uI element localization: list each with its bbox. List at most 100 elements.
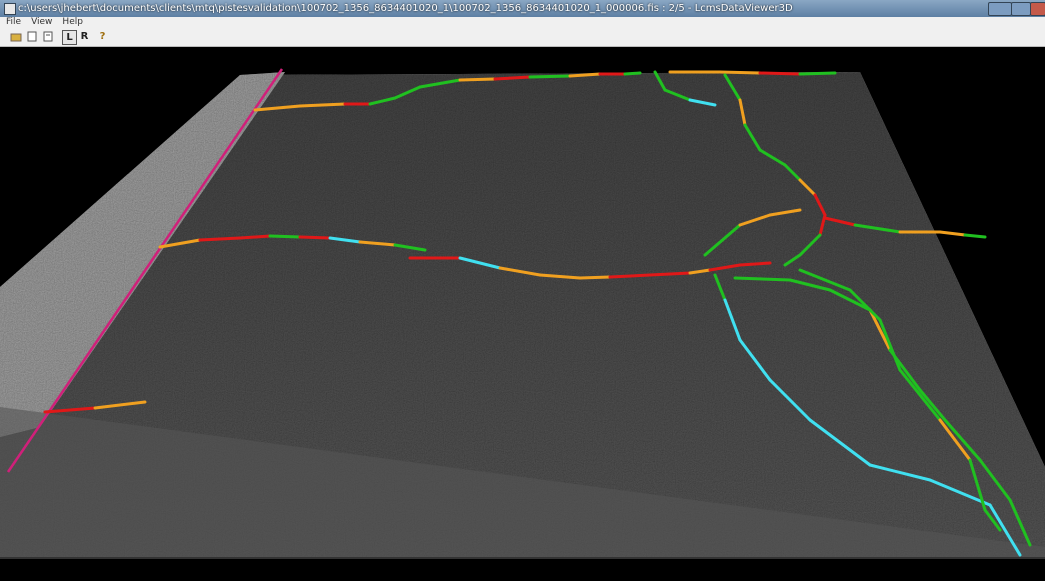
crack-segment (848, 288, 882, 322)
crack-segment (798, 71, 837, 76)
road-shoulder (0, 72, 285, 437)
crack-segment (783, 253, 802, 267)
crack-segment (608, 273, 652, 279)
crack-segment (758, 71, 802, 76)
pavement-surface (0, 72, 1045, 557)
pavement-edge (0, 407, 1045, 559)
crack-segment (648, 271, 692, 277)
crack-segment (688, 268, 712, 275)
crack-segment (653, 70, 667, 92)
crack-segment (808, 418, 872, 467)
crack-segment (788, 278, 832, 292)
crack-segment (738, 261, 772, 267)
left-button[interactable]: L (62, 30, 77, 45)
crack-segment (458, 256, 502, 270)
crack-segment (713, 273, 727, 302)
crack-segment (418, 78, 462, 89)
crack-segment (813, 193, 827, 217)
maximize-button[interactable] (1011, 2, 1031, 16)
menu-bar: File View Help (0, 17, 1045, 28)
close-button[interactable] (1030, 2, 1045, 16)
crack-segment (703, 223, 742, 257)
tool-icon (43, 31, 53, 42)
open-button[interactable] (10, 30, 23, 43)
crack-segment (198, 236, 242, 242)
menu-item[interactable]: View (31, 17, 53, 27)
crack-segment (898, 368, 942, 422)
open-icon (10, 33, 22, 42)
crack-segment (738, 98, 747, 127)
crack-segment (498, 266, 542, 277)
crack-segment (238, 234, 272, 240)
crack-segment (783, 163, 802, 182)
crack-segment (868, 308, 892, 352)
crack-segment (733, 276, 792, 282)
crack-segment (963, 233, 987, 239)
crack-segment (723, 73, 742, 102)
crack-segment (568, 72, 602, 78)
app-icon (4, 3, 16, 15)
crack-segment (853, 223, 902, 234)
crack-segment (578, 275, 612, 280)
crack-segment (1008, 498, 1032, 547)
crack-segment (798, 178, 817, 197)
crack-segment (663, 88, 692, 102)
crack-segment (758, 148, 787, 167)
crack-segment (968, 458, 987, 512)
crack-segment (328, 236, 362, 244)
crack-segment (938, 230, 967, 237)
lane-marker-line (6, 68, 284, 473)
crack-segment (93, 400, 147, 410)
crack-segment (368, 96, 397, 106)
crack-segment (723, 298, 742, 342)
crack-segment (688, 98, 717, 107)
crack-segment (493, 75, 532, 81)
window-title: c:\users\jhebert\documents\clients\mtq\p… (18, 3, 793, 14)
right-button[interactable]: R (80, 31, 89, 42)
crack-segment (823, 216, 857, 227)
crack-segment (868, 463, 932, 482)
minimize-button[interactable] (988, 2, 1012, 16)
title-bar: c:\users\jhebert\documents\clients\mtq\p… (0, 0, 1045, 17)
crack-segment (528, 74, 572, 79)
crack-segment (743, 123, 762, 152)
crack-segment (738, 213, 772, 227)
crack-segment (798, 268, 852, 292)
crack-segment (458, 77, 497, 82)
crack-segment (918, 388, 947, 422)
crack-segment (298, 102, 347, 108)
crack-segment (738, 338, 772, 382)
crack-segment (268, 234, 302, 239)
toolbar: L R ? (0, 28, 1045, 47)
crack-segment (718, 70, 762, 75)
tool-icon (27, 31, 37, 42)
crack-segment (158, 238, 202, 249)
crack-segment (298, 235, 332, 240)
crack-segment (538, 273, 582, 280)
crack-segment (768, 208, 802, 217)
crack-segment (943, 418, 982, 462)
crack-segment (623, 71, 642, 76)
crack-segment (393, 85, 422, 100)
crack-segment (768, 378, 812, 422)
crack-segment (878, 318, 902, 372)
menu-item[interactable]: File (6, 17, 22, 27)
crack-segment (798, 233, 822, 257)
help-button[interactable]: ? (99, 31, 106, 42)
crack-segment (988, 503, 1022, 557)
menu-item[interactable]: Help (62, 17, 83, 27)
crack-segment (938, 418, 972, 462)
3d-viewport[interactable] (0, 47, 1045, 581)
crack-layer (43, 70, 1032, 557)
crack-segment (393, 243, 427, 252)
crack-segment (978, 458, 1012, 502)
crack-segment (708, 263, 742, 272)
crack-segment (828, 288, 872, 312)
tool-button[interactable] (26, 30, 39, 43)
crack-segment (358, 240, 397, 247)
tool-button[interactable] (42, 30, 55, 43)
crack-segment (43, 406, 97, 414)
crack-segment (253, 104, 302, 112)
crack-segment (983, 508, 1002, 532)
